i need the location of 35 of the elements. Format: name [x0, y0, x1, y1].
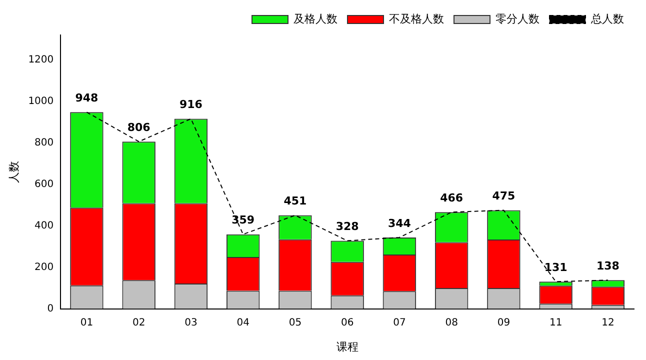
- x-tick-label: 03: [184, 317, 198, 328]
- x-tick-label: 02: [132, 317, 146, 328]
- total-label: 806: [127, 120, 151, 134]
- total-label: 138: [596, 260, 620, 273]
- total-label: 916: [179, 98, 203, 112]
- legend-label: 总人数: [590, 12, 624, 26]
- total-label: 466: [440, 192, 464, 204]
- legend-label: 零分人数: [496, 12, 540, 26]
- y-tick-label: 400: [34, 220, 54, 232]
- total-label: 131: [544, 260, 568, 274]
- x-tick-label: 07: [393, 317, 406, 328]
- total-label: 344: [388, 216, 412, 230]
- x-tick-label: 05: [288, 317, 302, 328]
- x-tick-label: 04: [236, 317, 250, 328]
- y-tick-label: 200: [34, 262, 54, 273]
- x-tick-label: 12: [602, 317, 614, 328]
- y-axis-title: 人数: [7, 160, 20, 183]
- y-tick-label: 600: [34, 178, 54, 190]
- total-label: 359: [232, 214, 255, 227]
- y-tick-label: 0: [47, 303, 54, 314]
- x-tick-label: 09: [497, 317, 510, 328]
- y-tick-label: 1200: [28, 54, 54, 66]
- x-tick-label: 11: [549, 317, 562, 328]
- total-label: 475: [492, 190, 516, 203]
- y-tick-label: 1000: [28, 96, 54, 107]
- legend-label: 不及格人数: [389, 12, 444, 26]
- total-label: 328: [336, 220, 359, 234]
- x-tick-label: 01: [80, 317, 94, 328]
- total-label: 451: [284, 194, 307, 208]
- x-tick-label: 06: [340, 317, 354, 328]
- x-tick-label: 08: [445, 317, 458, 328]
- x-axis-title: 课程: [336, 340, 358, 354]
- legend-label: 及格人数: [294, 12, 338, 26]
- total-label: 948: [75, 92, 98, 105]
- y-tick-label: 800: [34, 137, 54, 148]
